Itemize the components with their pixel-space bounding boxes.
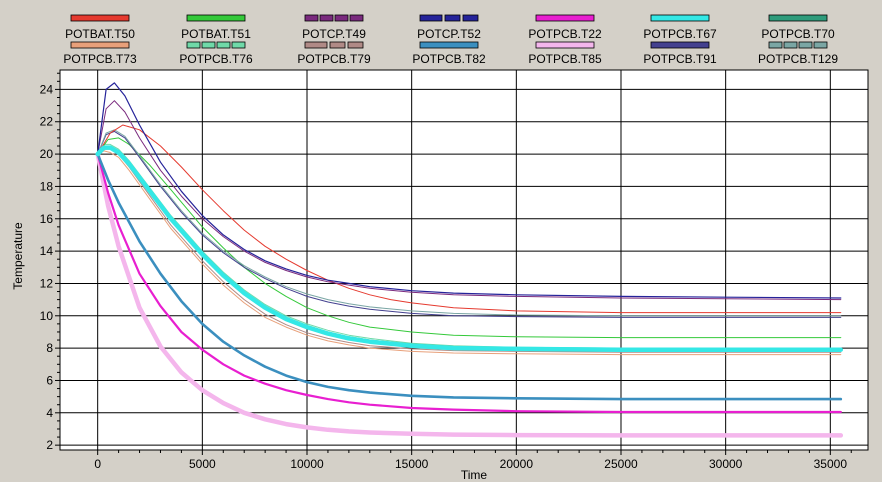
legend-swatch xyxy=(768,14,828,22)
legend-swatch xyxy=(650,41,710,49)
y-tick-label: 10 xyxy=(40,309,54,323)
series-line xyxy=(97,100,842,301)
legend-label: POTPCB.T22 xyxy=(528,27,602,41)
legend-label: POTPCB.T73 xyxy=(63,52,137,66)
legend-swatch xyxy=(419,41,479,49)
y-tick-label: 14 xyxy=(40,244,54,258)
legend: POTBAT.T50 POTBAT.T51 POTCP.T49 POTCP.T52 PO… xyxy=(63,14,838,66)
series-line xyxy=(95,151,844,438)
legend-label: POTPCB.T82 xyxy=(412,52,486,66)
legend-label: POTPCB.T85 xyxy=(528,52,602,66)
legend-swatch xyxy=(419,14,479,22)
legend-item: POTPCB.T91 xyxy=(643,41,717,66)
y-tick-label: 12 xyxy=(40,276,54,290)
legend-swatch xyxy=(768,41,828,49)
legend-swatch xyxy=(304,41,364,49)
legend-item: POTPCB.T73 xyxy=(63,41,137,66)
y-tick-label: 8 xyxy=(46,341,53,355)
legend-swatch xyxy=(186,14,246,22)
legend-item: POTCP.T52 xyxy=(417,14,481,41)
x-axis-title: Time xyxy=(461,468,488,482)
legend-label: POTPCB.T91 xyxy=(643,52,717,66)
x-tick-label: 30000 xyxy=(709,457,743,471)
legend-item: POTCP.T49 xyxy=(302,14,366,41)
legend-item: POTPCB.T22 xyxy=(528,14,602,41)
legend-swatch xyxy=(304,14,364,22)
legend-swatch xyxy=(70,41,130,49)
legend-label: POTPCB.T79 xyxy=(297,52,371,66)
series-line xyxy=(97,130,842,318)
legend-item: POTPCB.T79 xyxy=(297,41,371,66)
legend-swatch xyxy=(70,14,130,22)
legend-label: POTPCB.T76 xyxy=(179,52,253,66)
legend-label: POTPCB.T129 xyxy=(758,52,838,66)
plot-area xyxy=(59,69,869,451)
legend-swatch xyxy=(535,14,595,22)
y-tick-label: 24 xyxy=(40,82,54,96)
legend-swatch xyxy=(535,41,595,49)
y-axis-title: Temperature xyxy=(11,222,25,290)
series-line xyxy=(96,152,843,401)
x-tick-label: 20000 xyxy=(500,457,534,471)
series-layer xyxy=(95,82,844,438)
series-line xyxy=(97,129,842,317)
legend-item: POTBAT.T50 xyxy=(65,14,135,41)
axes: 0 5000 10000 15000 20000 25000 30000 3500024681… xyxy=(40,72,852,471)
legend-item: POTPCB.T67 xyxy=(643,14,717,41)
legend-label: POTPCB.T67 xyxy=(643,27,717,41)
legend-item: POTPCB.T76 xyxy=(179,41,253,66)
legend-label: POTBAT.T51 xyxy=(181,27,251,41)
x-tick-label: 10000 xyxy=(290,457,324,471)
y-tick-label: 16 xyxy=(40,212,54,226)
legend-item: POTPCB.T82 xyxy=(412,41,486,66)
y-tick-label: 2 xyxy=(46,438,53,452)
legend-item: POTPCB.T70 xyxy=(761,14,835,41)
legend-item: POTPCB.T85 xyxy=(528,41,602,66)
legend-item: POTBAT.T51 xyxy=(181,14,251,41)
legend-swatch xyxy=(650,14,710,22)
x-tick-label: 25000 xyxy=(604,457,638,471)
x-tick-label: 15000 xyxy=(395,457,429,471)
legend-label: POTBAT.T50 xyxy=(65,27,135,41)
series-line xyxy=(95,145,844,352)
y-tick-label: 22 xyxy=(40,115,54,129)
legend-item: POTPCB.T129 xyxy=(758,41,838,66)
legend-label: POTCP.T52 xyxy=(417,27,481,41)
legend-label: POTCP.T49 xyxy=(302,27,366,41)
x-tick-label: 35000 xyxy=(814,457,848,471)
series-line xyxy=(97,124,842,314)
y-tick-label: 4 xyxy=(46,406,53,420)
legend-label: POTPCB.T70 xyxy=(761,27,835,41)
series-line xyxy=(97,82,842,299)
legend-swatch xyxy=(186,41,246,49)
x-tick-label: 0 xyxy=(94,457,101,471)
y-tick-label: 18 xyxy=(40,179,54,193)
series-line xyxy=(96,153,842,414)
series-line xyxy=(97,150,842,356)
y-tick-label: 6 xyxy=(46,373,53,387)
y-tick-label: 20 xyxy=(40,147,54,161)
x-tick-label: 5000 xyxy=(189,457,216,471)
